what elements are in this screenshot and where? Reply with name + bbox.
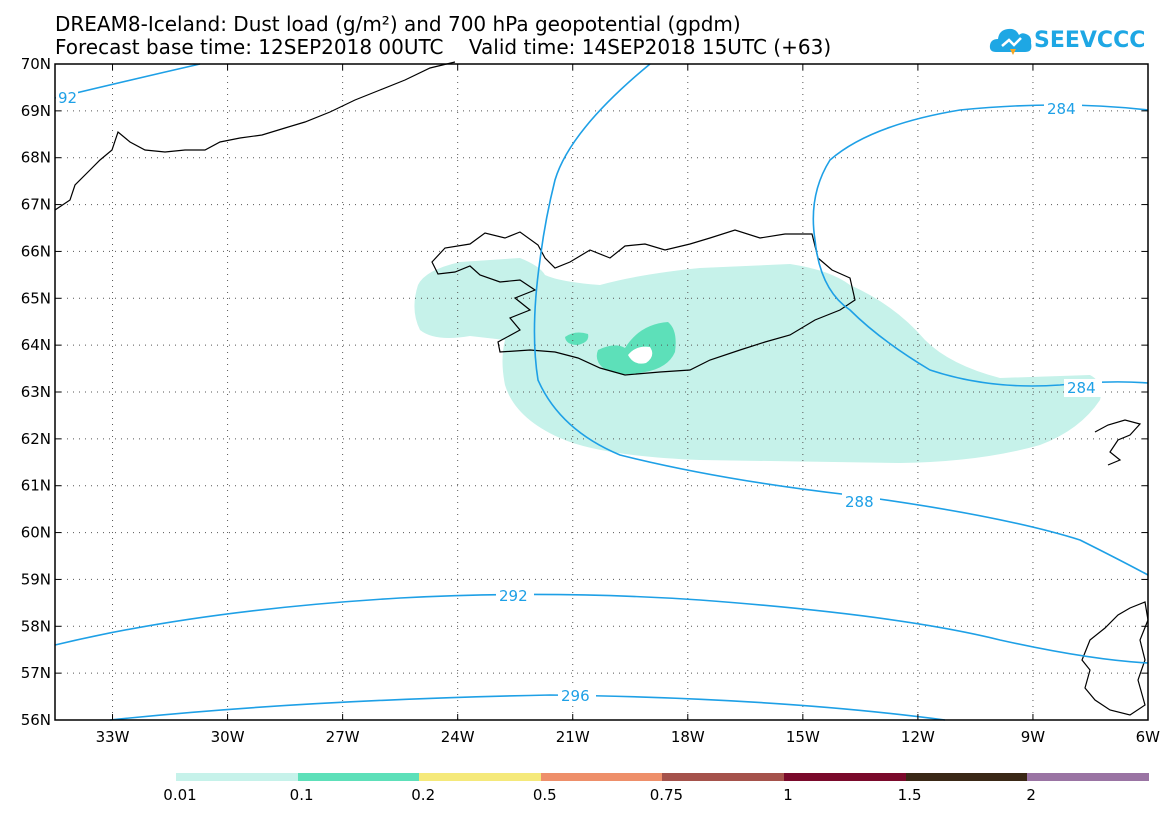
lon-tick-label: 15W <box>786 728 820 746</box>
lon-tick-label: 6W <box>1136 728 1161 746</box>
iceland-coastline <box>431 229 856 376</box>
colorbar-segment <box>419 773 542 781</box>
geopotential-contours <box>54 63 1149 721</box>
lat-tick-label: 62N <box>21 430 51 448</box>
lon-tick-label: 33W <box>96 728 130 746</box>
colorbar-label: 0.2 <box>411 786 436 804</box>
lon-tick-label: 18W <box>671 728 705 746</box>
lon-tick-label: 27W <box>326 728 360 746</box>
contour-292 <box>54 593 1149 664</box>
lat-tick-label: 60N <box>21 524 51 542</box>
colorbar-segment <box>297 773 420 781</box>
lon-tick-label: 9W <box>1021 728 1046 746</box>
lat-tick-label: 56N <box>21 711 51 729</box>
chart-title-line-1: DREAM8-Iceland: Dust load (g/m²) and 700… <box>55 12 741 36</box>
colorbar-label: 0.5 <box>532 786 557 804</box>
lon-tick-label: 12W <box>901 728 935 746</box>
greenland-coastline <box>54 61 456 211</box>
lat-tick-label: 59N <box>21 570 51 588</box>
cloud-logo-icon <box>989 28 1032 55</box>
lat-tick-label: 63N <box>21 383 51 401</box>
contour-label-92: 92 <box>58 89 77 107</box>
colorbar-label: 0.75 <box>649 786 684 804</box>
grid-lines <box>55 64 1148 720</box>
lon-tick-label: 24W <box>441 728 475 746</box>
colorbar-segment <box>905 773 1028 781</box>
dust-load-shading <box>414 258 1102 463</box>
colorbar-segment <box>662 773 785 781</box>
lat-tick-label: 58N <box>21 617 51 635</box>
colorbar-label: 2 <box>1026 786 1036 804</box>
contour-label-284-top: 284 <box>1047 100 1076 118</box>
lat-tick-label: 66N <box>21 242 51 260</box>
dust-region-low <box>414 258 1102 463</box>
colorbar-label: 0.01 <box>163 786 197 804</box>
colorbar-segment <box>1027 773 1150 781</box>
colorbar-label: 1 <box>783 786 793 804</box>
faroe-shetland-coastline <box>1094 419 1142 466</box>
contour-line-west <box>533 63 1149 576</box>
coastlines <box>54 61 1149 716</box>
scotland-coastline <box>1081 601 1149 716</box>
colorbar-label: 1.5 <box>897 786 922 804</box>
dust-region-medium <box>596 322 676 375</box>
contour-284 <box>812 104 1149 387</box>
dust-free-hole <box>628 346 653 364</box>
lon-tick-label: 21W <box>556 728 590 746</box>
contour-label-288: 288 <box>845 493 874 511</box>
contour-label-292: 292 <box>499 587 528 605</box>
contour-label-284-east: 284 <box>1067 379 1096 397</box>
colorbar-label: 0.1 <box>289 786 314 804</box>
seevccc-logo: SEEVCCC <box>988 22 1148 58</box>
lat-tick-label: 69N <box>21 102 51 120</box>
colorbar-segment <box>540 773 663 781</box>
lat-tick-label: 67N <box>21 196 51 214</box>
lat-tick-label: 65N <box>21 289 51 307</box>
map-axes: 70N 69N 68N 67N 66N 65N 64N 63N 62N 61N 60N 59N 58N 5… <box>21 55 1160 746</box>
lon-tick-label: 30W <box>211 728 245 746</box>
chart-title-line-2: Forecast base time: 12SEP2018 00UTC Vali… <box>55 35 832 59</box>
contour-label-296: 296 <box>561 687 590 705</box>
contour-296 <box>109 694 946 721</box>
colorbar-segment <box>176 773 299 781</box>
lat-tick-label: 61N <box>21 477 51 495</box>
colorbar-segment <box>784 773 907 781</box>
contour-labels: 284 284 288 292 296 92 <box>56 89 1102 705</box>
dust-region-medium-small <box>565 332 589 345</box>
lat-tick-label: 57N <box>21 664 51 682</box>
logo-text: SEEVCCC <box>1034 28 1146 53</box>
lat-tick-label: 68N <box>21 149 51 167</box>
lat-tick-label: 64N <box>21 336 51 354</box>
lat-tick-label: 70N <box>21 55 51 73</box>
